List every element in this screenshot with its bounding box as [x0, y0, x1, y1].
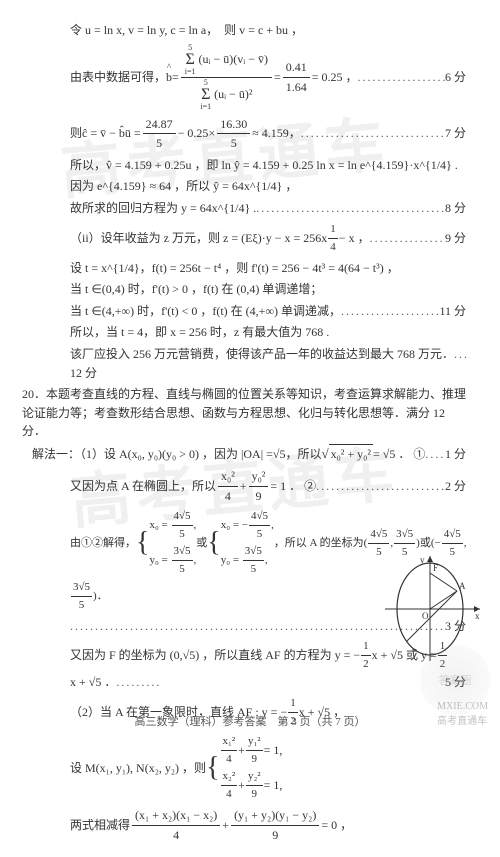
line-substitution: 令 u = ln x, v = ln y, c = ln a， 则 v = c … — [50, 21, 470, 40]
score-11: 11 分 — [439, 302, 466, 321]
score-6: 6 分 — [445, 68, 466, 87]
score-8: 8 分 — [445, 199, 466, 218]
line-ft-dec: 当 t ∈(4,+∞) 时，f'(t) < 0 ，f(t) 在 (4,+∞) 单… — [50, 302, 470, 321]
sum-fraction: 5Σi=1 (uᵢ − ū)(vᵢ − v̄) 5Σi=1 (uᵢ − ū)² — [181, 43, 272, 112]
score-1: 1 分 — [445, 445, 466, 464]
svg-text:F: F — [433, 563, 438, 573]
line-regression: 故所求的回归方程为 y = 64x^{1/4} . ..............… — [50, 199, 470, 218]
page-footer: 高三数学（理科）参考答案 第 3 页（共 7 页） — [0, 713, 500, 729]
sol-1: 解法一：（1）设 A(x₀, y₀)(y₀ > 0) ，因为 |OA| = √5… — [32, 444, 470, 464]
line-bhat: 由表中数据可得， b = 5Σi=1 (uᵢ − ū)(vᵢ − v̄) 5Σi… — [50, 43, 470, 112]
svg-text:A: A — [459, 581, 466, 591]
line-ii: （ii）设年收益为 z 万元，则 z = (Eξ)·y − x = 256x14… — [50, 221, 470, 256]
eq: = — [172, 68, 179, 87]
svg-text:O: O — [422, 611, 429, 621]
line-ft-inc: 当 t ∈(0,4) 时，f'(t) > 0 ，f(t) 在 (0,4) 单调递… — [50, 280, 470, 299]
svg-text:y: y — [420, 555, 425, 565]
sol-2: 又因为点 A 在椭圆上，所以 x₀²4 + y₀²9 = 1 ． ② .....… — [50, 467, 470, 505]
line-ft: 设 t = x^{1/4}，f(t) = 256t − t⁴ ，则 f'(t) … — [50, 259, 470, 278]
score-9: 9 分 — [445, 229, 466, 248]
line-mn: 设 M(x₁, y₁), N(x₂, y₂) ，则 { x₁²4 + y₁²9 … — [50, 733, 380, 803]
line-vhat: 所以，v̂ = 4.159 + 0.25u ，即 ln ŷ = 4.159 + … — [50, 156, 470, 175]
score-7: 7 分 — [445, 124, 466, 143]
line-e4: 因为 e^{4.159} ≈ 64 ，所以 ŷ = 64x^{1/4} ， — [50, 177, 470, 196]
svg-text:x: x — [475, 611, 480, 621]
line-conclusion: 该厂应投入 256 万元营销费，使得该产品一年的收益达到最大 768 万元． .… — [50, 345, 470, 382]
q20-stem: 20．本题考查直线的方程、直线与椭圆的位置关系等知识，考查运算求解能力、推理论证… — [22, 385, 470, 441]
score-12: 12 分 — [70, 364, 97, 383]
text: 由表中数据可得， — [70, 68, 166, 87]
line-subtract: 两式相减得 (x₁ + x₂)(x₁ − x₂)4 + (y₁ + y₂)(y₁… — [50, 806, 390, 844]
line-max: 所以，当 t = 4，即 x = 256 时，z 有最大值为 768 . — [50, 323, 470, 342]
score-2: 2 分 — [445, 477, 466, 496]
b-hat: b — [166, 68, 172, 87]
line-chat: 则 ĉ = v̄ − b̂ū = 24.875 − 0.25× 16.305 ≈… — [50, 115, 470, 153]
